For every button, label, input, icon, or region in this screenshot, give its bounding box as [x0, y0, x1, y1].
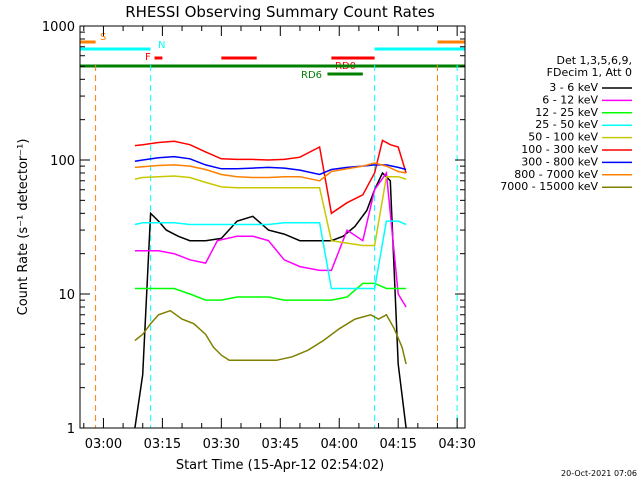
- series-line: [134, 139, 407, 215]
- series-line: [134, 162, 407, 182]
- flag-label: N: [158, 40, 165, 51]
- series-line: [134, 220, 407, 290]
- series-line: [134, 175, 407, 247]
- y-axis-ticks: 1 10 100 1000: [42, 20, 465, 437]
- series-line: [134, 282, 407, 301]
- vertical-markers: [95, 65, 458, 428]
- x-tick-label: 04:00: [321, 437, 358, 452]
- flag-label: RD6: [301, 70, 322, 81]
- x-tick-label: 03:15: [144, 437, 181, 452]
- x-tick-label: 03:00: [85, 437, 122, 452]
- legend-entry: 12 - 25 keV: [535, 106, 598, 119]
- x-axis-label: Start Time (15-Apr-12 02:54:02): [176, 458, 384, 473]
- timestamp: 20-Oct-2021 07:06: [561, 469, 637, 478]
- x-axis-ticks: 03:00 03:15 03:30 03:45 04:00 04:15 04:30: [83, 26, 476, 452]
- y-tick-label: 10: [58, 288, 75, 303]
- x-tick-label: 03:30: [203, 437, 240, 452]
- series-line: [134, 170, 407, 308]
- legend-entry: 800 - 7000 keV: [514, 168, 598, 181]
- series-line: [134, 309, 407, 365]
- x-tick-label: 03:45: [262, 437, 299, 452]
- legend: Det 1,3,5,6,9,FDecim 1, Att 0 3 - 6 keV6 …: [500, 54, 632, 193]
- legend-entry: 300 - 800 keV: [521, 155, 598, 168]
- y-tick-label: 100: [50, 154, 75, 169]
- flag-label: S: [100, 32, 106, 43]
- legend-title: FDecim 1, Att 0: [547, 66, 632, 79]
- series-line: [134, 171, 407, 429]
- legend-entry: 7000 - 15000 keV: [500, 180, 598, 193]
- legend-entry: 50 - 100 keV: [528, 131, 598, 144]
- legend-title: Det 1,3,5,6,9,: [556, 54, 632, 67]
- series-line: [134, 155, 407, 176]
- x-tick-label: 04:15: [379, 437, 416, 452]
- y-tick-label: 1: [67, 422, 75, 437]
- chart-title: RHESSI Observing Summary Count Rates: [125, 3, 435, 21]
- legend-entry: 6 - 12 keV: [542, 93, 598, 106]
- legend-entry: 3 - 6 keV: [549, 81, 598, 94]
- series-lines: [134, 139, 407, 429]
- y-tick-label: 1000: [42, 20, 75, 35]
- flag-label: F: [145, 52, 151, 63]
- legend-entry: 25 - 50 keV: [535, 118, 598, 131]
- legend-entry: 100 - 300 keV: [521, 143, 598, 156]
- flag-bars: SNFRD0RD6: [80, 32, 465, 81]
- plot-frame: [79, 25, 466, 429]
- x-tick-label: 04:30: [438, 437, 475, 452]
- y-axis-label: Count Rate (s⁻¹ detector⁻¹): [16, 139, 31, 316]
